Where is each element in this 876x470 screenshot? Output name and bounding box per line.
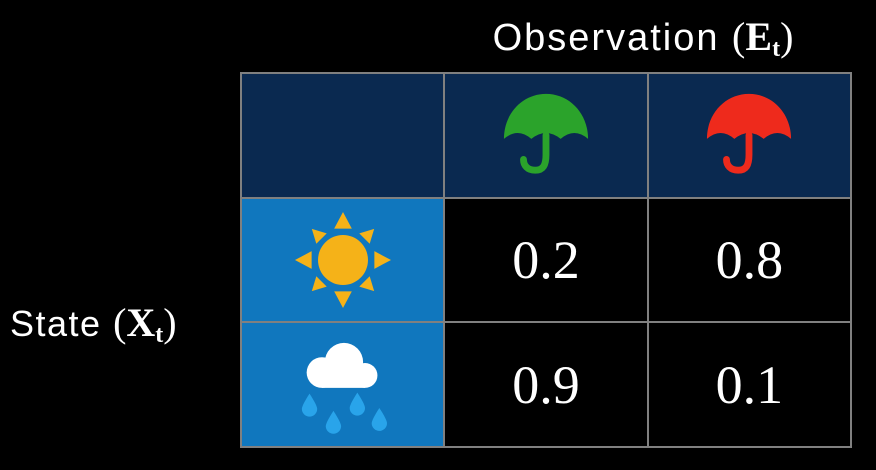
prob-value: 0.8 (715, 229, 784, 290)
green-umbrella-icon (503, 94, 589, 174)
header-corner-cell (242, 74, 444, 197)
green-umbrella-handle (520, 131, 550, 174)
observation-paren-open: ( (732, 14, 746, 59)
spacer (102, 303, 114, 344)
state-symbol: X (126, 300, 156, 345)
state-word: State (10, 303, 102, 344)
state-paren-close: ) (163, 300, 177, 345)
spacer (719, 17, 732, 59)
observation-word: Observation (492, 17, 720, 59)
state-axis-label: State (Xt) (10, 299, 177, 348)
prob-value: 0.2 (512, 229, 580, 290)
prob-value: 0.9 (512, 354, 580, 415)
state-subscript: t (155, 322, 164, 348)
red-umbrella-icon (707, 94, 792, 174)
red-umbrella-handle (723, 131, 753, 174)
observation-paren-close: ) (780, 14, 794, 59)
prob-rainy-red-umbrella: 0.1 (648, 323, 850, 446)
prob-rainy-green-umbrella: 0.9 (445, 323, 647, 446)
header-green-umbrella-cell (445, 74, 647, 197)
state-paren-open: ( (113, 300, 127, 345)
prob-value: 0.1 (715, 354, 784, 415)
observation-subscript: t (772, 36, 781, 62)
state-sunny-cell (242, 198, 444, 322)
prob-sunny-red-umbrella: 0.8 (648, 198, 850, 322)
header-red-umbrella-cell (648, 74, 850, 197)
sun-shape (294, 211, 391, 309)
sun-icon (294, 211, 391, 309)
red-umbrella-canopy (707, 94, 792, 140)
cloud-shape (306, 342, 378, 388)
emission-probability-table: 0.2 0.8 0.9 (240, 72, 852, 448)
raindrops (301, 392, 387, 434)
observation-axis-label: Observation (Et) (434, 13, 852, 62)
rain-cloud-icon (301, 342, 387, 434)
observation-symbol: E (745, 14, 773, 59)
state-rainy-cell (242, 323, 444, 446)
prob-sunny-green-umbrella: 0.2 (445, 198, 647, 322)
green-umbrella-canopy (503, 94, 589, 140)
